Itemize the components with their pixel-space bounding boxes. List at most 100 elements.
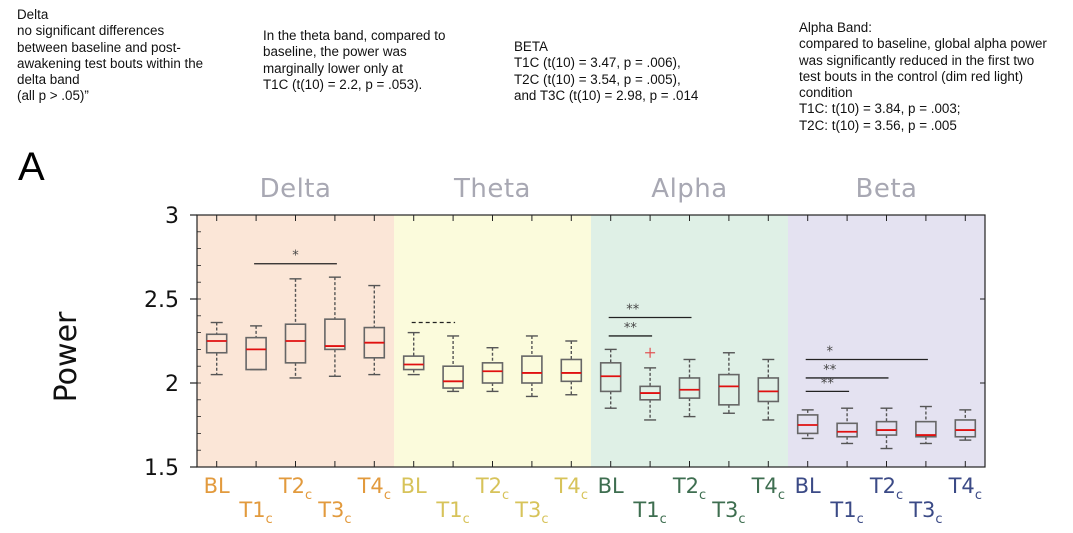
significance-label: ** bbox=[624, 321, 638, 336]
note-theta: In the theta band, compared to baseline, … bbox=[263, 28, 445, 93]
x-tick-label-text: T2 bbox=[278, 474, 305, 498]
note-line: T1C: t(10) = 3.84, p = .003; bbox=[799, 101, 961, 117]
x-tick-label: T3c bbox=[317, 498, 351, 527]
x-tick-label: T4c bbox=[751, 474, 785, 503]
x-tick-label: T1c bbox=[632, 498, 666, 527]
note-line: and T3C (t(10) = 2.98, p = .014 bbox=[514, 87, 699, 103]
x-tick-label-text: T1 bbox=[435, 498, 462, 522]
box-alpha-t2 bbox=[678, 377, 701, 399]
note-line: no significant differences bbox=[17, 23, 165, 39]
x-tick-label: BL bbox=[795, 474, 821, 498]
box-theta-t3 bbox=[521, 355, 543, 384]
note-line: compared to baseline, global alpha power bbox=[799, 36, 1047, 52]
band-background-theta bbox=[394, 215, 591, 467]
x-tick-label-text: T2 bbox=[869, 474, 896, 498]
band-title-alpha: Alpha bbox=[651, 174, 727, 204]
x-tick-label: BL bbox=[598, 474, 624, 498]
x-tick-label-text: T2 bbox=[672, 474, 699, 498]
x-tick-label-text: T1 bbox=[829, 498, 856, 522]
x-tick-label: T1c bbox=[238, 498, 272, 527]
box-alpha-t3 bbox=[718, 373, 740, 406]
x-tick-label-text: BL bbox=[401, 474, 427, 498]
x-tick-label-subscript: c bbox=[581, 488, 588, 503]
x-tick-label-subscript: c bbox=[344, 512, 351, 527]
x-tick-label: T2c bbox=[278, 474, 312, 503]
x-tick-label-subscript: c bbox=[857, 512, 864, 527]
band-title-delta: Delta bbox=[260, 174, 332, 204]
band-background-beta bbox=[788, 215, 985, 467]
x-tick-label-subscript: c bbox=[896, 488, 903, 503]
x-tick-label-subscript: c bbox=[266, 512, 273, 527]
y-tick-label: 3 bbox=[165, 204, 179, 229]
box-beta-t2 bbox=[875, 420, 898, 436]
note-delta: Delta no significant differences between b… bbox=[17, 7, 203, 105]
box-theta-bl bbox=[402, 355, 425, 371]
x-tick-label-text: T3 bbox=[711, 498, 738, 522]
box-beta-t4 bbox=[954, 419, 977, 438]
note-line: (all p > .05)” bbox=[17, 88, 89, 104]
box-theta-t1 bbox=[442, 365, 464, 389]
panel-letter: A bbox=[18, 145, 45, 189]
note-line: delta band bbox=[17, 72, 80, 88]
box-theta-t2 bbox=[481, 362, 504, 384]
box-beta-t1 bbox=[836, 422, 858, 438]
x-tick-label-subscript: c bbox=[935, 512, 942, 527]
x-tick-label: T3c bbox=[908, 498, 942, 527]
x-tick-label: T2c bbox=[672, 474, 706, 503]
x-tick-label: T3c bbox=[711, 498, 745, 527]
x-tick-label-subscript: c bbox=[778, 488, 785, 503]
band-title-beta: Beta bbox=[856, 174, 918, 204]
x-tick-label-text: T3 bbox=[317, 498, 344, 522]
x-tick-label-text: T4 bbox=[948, 474, 975, 498]
x-tick-label-text: T1 bbox=[632, 498, 659, 522]
note-line: T2C: t(10) = 3.56, p = .005 bbox=[799, 117, 957, 133]
note-line: awakening test bouts within the bbox=[17, 55, 204, 71]
band-background-alpha bbox=[591, 215, 788, 467]
x-tick-label-text: T3 bbox=[908, 498, 935, 522]
box-delta-t3 bbox=[324, 318, 346, 351]
significance-label: * bbox=[826, 344, 833, 359]
note-line: between baseline and post- bbox=[17, 39, 181, 55]
x-tick-label-text: T4 bbox=[554, 474, 581, 498]
note-line: T1C (t(10) = 2.2, p = .053). bbox=[263, 76, 423, 92]
significance-label: * bbox=[292, 249, 299, 264]
box-delta-t2 bbox=[284, 323, 307, 364]
significance-label: ** bbox=[626, 302, 640, 317]
x-tick-label-subscript: c bbox=[463, 512, 470, 527]
x-tick-label-subscript: c bbox=[384, 488, 391, 503]
note-line: Alpha Band: bbox=[799, 20, 872, 35]
y-axis-label: Power bbox=[49, 311, 84, 402]
x-tick-label: T4c bbox=[554, 474, 588, 503]
x-tick-label: BL bbox=[204, 474, 230, 498]
note-line: condition bbox=[799, 85, 853, 101]
x-tick-label-subscript: c bbox=[660, 512, 667, 527]
box-delta-bl bbox=[205, 333, 228, 354]
x-tick-label-text: T2 bbox=[475, 474, 502, 498]
x-tick-label-text: BL bbox=[795, 474, 821, 498]
note-beta: BETA T1C (t(10) = 3.47, p = .006), T2C (t(… bbox=[514, 39, 698, 104]
note-line: T2C (t(10) = 3.54, p = .005), bbox=[514, 71, 681, 87]
note-line: Delta bbox=[17, 7, 49, 22]
box-theta-t4 bbox=[560, 358, 583, 383]
x-tick-label-text: T1 bbox=[238, 498, 265, 522]
note-line: BETA bbox=[514, 39, 548, 54]
y-tick-label: 2 bbox=[165, 372, 179, 397]
band-title-theta: Theta bbox=[453, 174, 531, 204]
note-line: baseline, the power was bbox=[263, 44, 407, 60]
x-tick-label: T3c bbox=[514, 498, 548, 527]
x-tick-label: T2c bbox=[869, 474, 903, 503]
x-tick-label: T2c bbox=[475, 474, 509, 503]
x-tick-label: T1c bbox=[435, 498, 469, 527]
x-tick-label-text: BL bbox=[204, 474, 230, 498]
note-line: marginally lower only at bbox=[263, 60, 403, 76]
box-delta-t1 bbox=[245, 336, 267, 371]
x-tick-label-text: T4 bbox=[751, 474, 778, 498]
x-tick-label-subscript: c bbox=[699, 488, 706, 503]
note-alpha: Alpha Band: compared to baseline, global … bbox=[799, 20, 1047, 134]
note-line: was significantly reduced in the first t… bbox=[799, 52, 1035, 68]
note-line: T1C (t(10) = 3.47, p = .006), bbox=[514, 55, 681, 71]
x-tick-label: T4c bbox=[948, 474, 982, 503]
x-tick-label-subscript: c bbox=[738, 512, 745, 527]
y-tick-label: 2.5 bbox=[144, 288, 179, 313]
